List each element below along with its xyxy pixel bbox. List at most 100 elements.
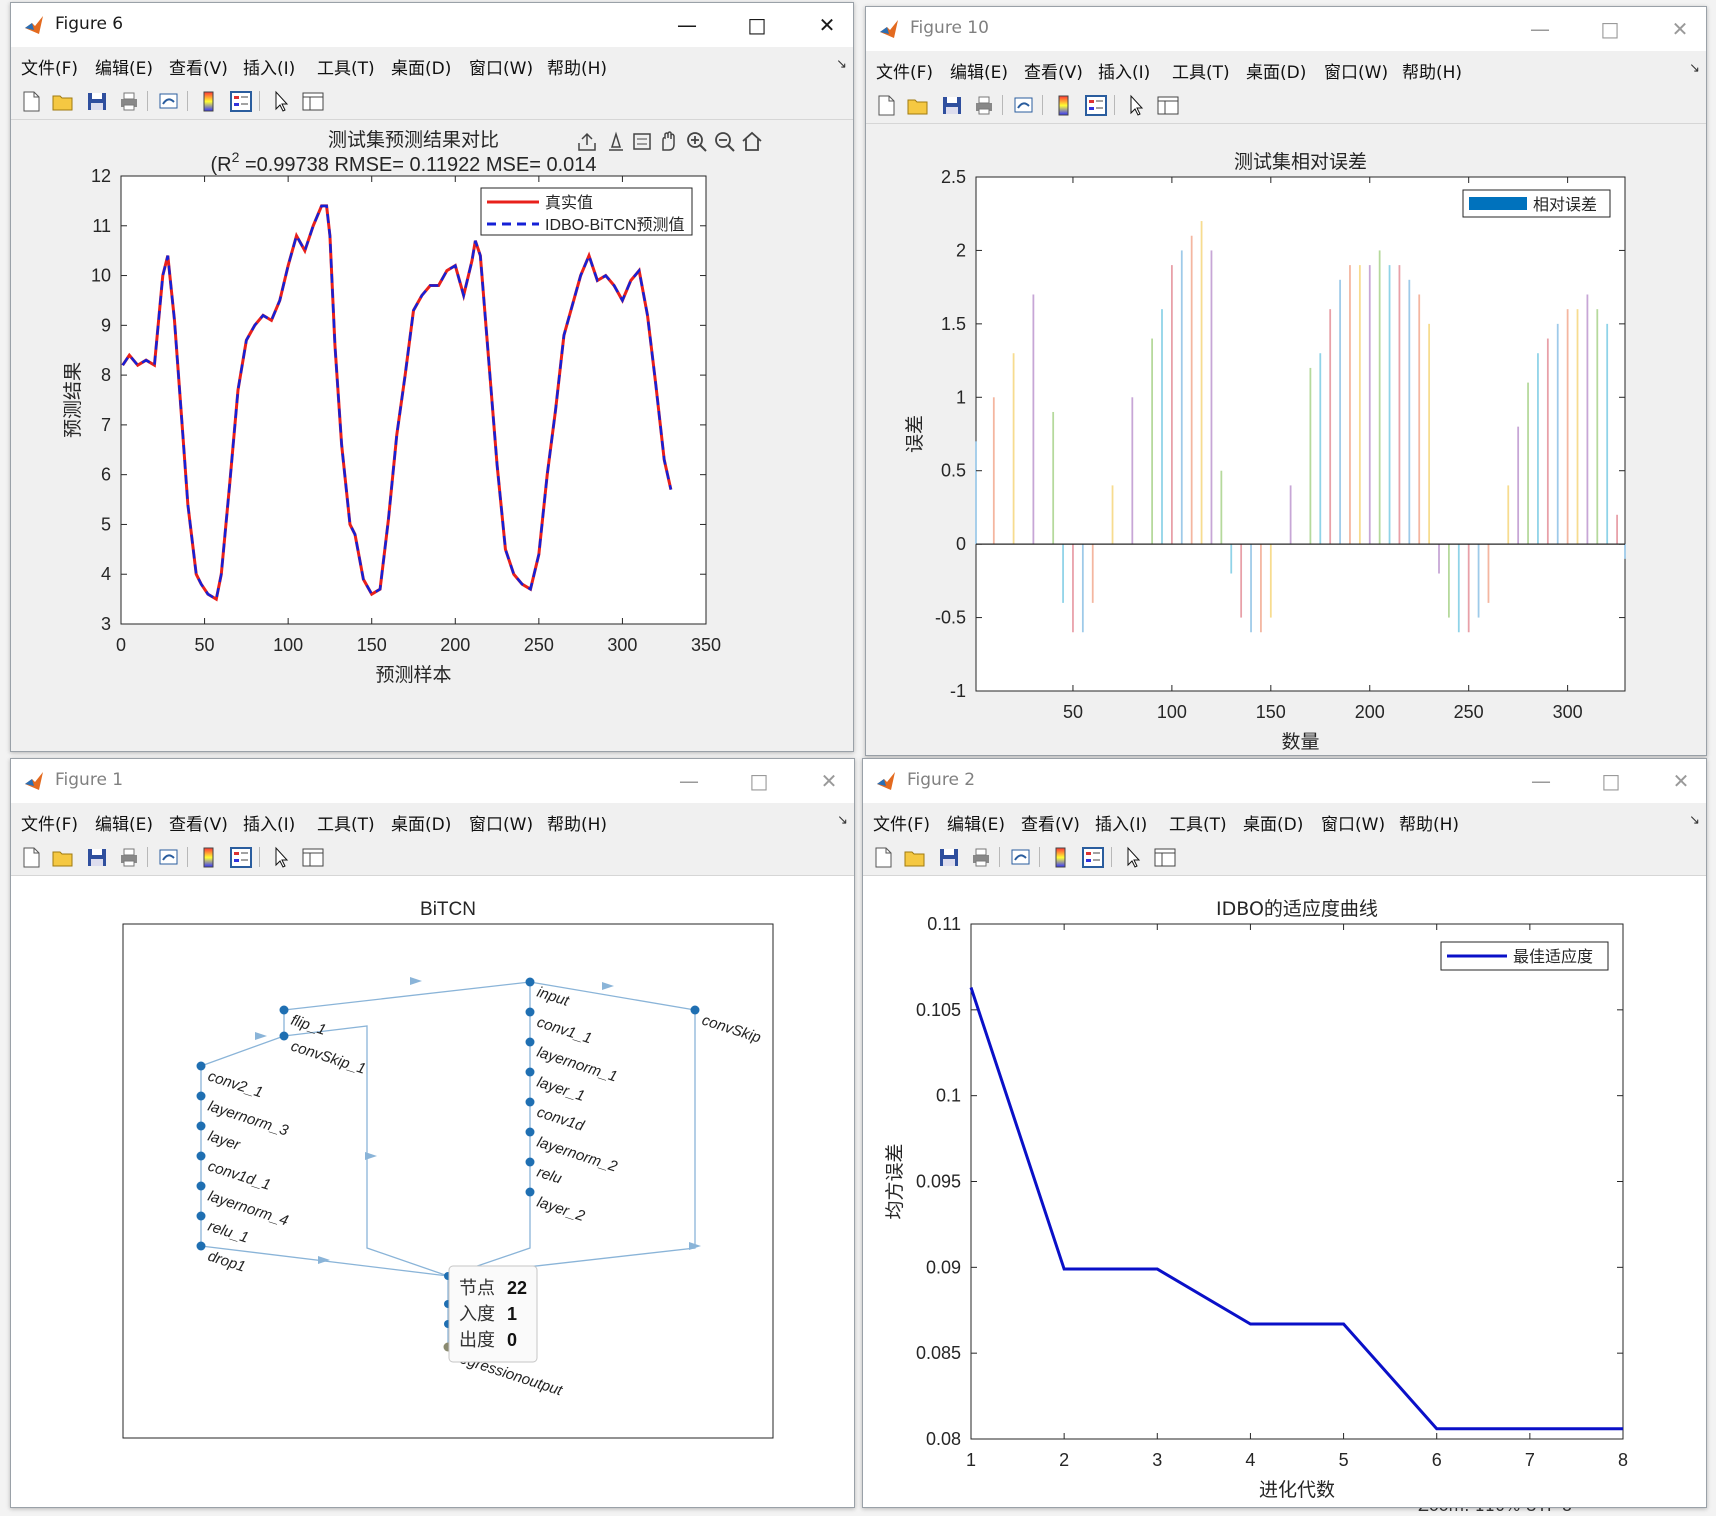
print-icon[interactable]	[117, 90, 141, 112]
graph-node[interactable]	[525, 1127, 535, 1137]
colorbar-icon[interactable]	[1052, 94, 1076, 116]
title-bar[interactable]: Figure 2 — □ ✕	[863, 759, 1706, 803]
plot-area[interactable]	[970, 923, 1624, 1440]
print-icon[interactable]	[117, 846, 141, 868]
menu-item[interactable]: 桌面(D)	[391, 815, 452, 835]
maximize-button[interactable]: □	[747, 13, 767, 37]
plot-area[interactable]	[120, 175, 707, 625]
plot-area[interactable]	[975, 176, 1626, 692]
minimize-button[interactable]: —	[1530, 17, 1550, 41]
graph-node[interactable]	[279, 1031, 289, 1041]
figure-6-window[interactable]: Figure 6 — □ ✕ 文件(F) 编辑(E) 查看(V) 插入(I) 工具(T)…	[10, 2, 854, 752]
legend-icon[interactable]	[1081, 846, 1105, 868]
print-icon[interactable]	[969, 846, 993, 868]
zoom-in-icon[interactable]	[687, 132, 707, 152]
menu-item[interactable]: 窗口(W)	[1321, 815, 1386, 835]
pointer-icon[interactable]	[269, 846, 293, 868]
pointer-icon[interactable]	[269, 90, 293, 112]
save-icon[interactable]	[940, 94, 964, 116]
graph-node[interactable]	[525, 977, 535, 987]
menu-item[interactable]: 查看(V)	[169, 815, 228, 835]
menu-item[interactable]: 编辑(E)	[95, 59, 154, 79]
graph-node[interactable]	[525, 1187, 535, 1197]
menu-item[interactable]: 工具(T)	[1169, 815, 1227, 835]
link-plot-icon[interactable]	[157, 90, 181, 112]
figure-10-window[interactable]: Figure 10 — □ ✕ 文件(F) 编辑(E) 查看(V) 插入(I) 工具(T…	[865, 6, 1707, 756]
link-plot-icon[interactable]	[1012, 94, 1036, 116]
menu-item[interactable]: 文件(F)	[876, 63, 934, 83]
dock-arrow-icon[interactable]: ↘	[836, 57, 847, 72]
new-file-icon[interactable]	[19, 90, 43, 112]
graph-node[interactable]	[196, 1211, 206, 1221]
maximize-button[interactable]: □	[749, 769, 769, 793]
menu-item[interactable]: 查看(V)	[1024, 63, 1083, 83]
menu-item[interactable]: 窗口(W)	[1324, 63, 1389, 83]
graph-node[interactable]	[196, 1181, 206, 1191]
colorbar-icon[interactable]	[197, 90, 221, 112]
menu-item[interactable]: 插入(I)	[1095, 815, 1148, 835]
menu-item[interactable]: 窗口(W)	[469, 815, 534, 835]
home-icon[interactable]	[742, 131, 762, 151]
data-tips-icon[interactable]	[633, 133, 651, 150]
legend-icon[interactable]	[1084, 94, 1108, 116]
pointer-icon[interactable]	[1121, 846, 1145, 868]
graph-node[interactable]	[196, 1091, 206, 1101]
minimize-button[interactable]: —	[1531, 769, 1551, 793]
menu-item[interactable]: 编辑(E)	[947, 815, 1006, 835]
open-folder-icon[interactable]	[906, 94, 930, 116]
close-button[interactable]: ✕	[1671, 17, 1689, 41]
menu-item[interactable]: 帮助(H)	[547, 59, 608, 79]
menu-item[interactable]: 编辑(E)	[950, 63, 1009, 83]
open-folder-icon[interactable]	[903, 846, 927, 868]
new-file-icon[interactable]	[19, 846, 43, 868]
new-file-icon[interactable]	[874, 94, 898, 116]
menu-item[interactable]: 帮助(H)	[1399, 815, 1460, 835]
open-folder-icon[interactable]	[51, 90, 75, 112]
maximize-button[interactable]: □	[1600, 17, 1620, 41]
menu-item[interactable]: 插入(I)	[243, 815, 296, 835]
close-button[interactable]: ✕	[820, 769, 838, 793]
menu-item[interactable]: 帮助(H)	[1402, 63, 1463, 83]
graph-node[interactable]	[690, 1005, 700, 1015]
export-icon[interactable]	[578, 132, 596, 151]
pan-icon[interactable]	[662, 131, 675, 151]
menu-item[interactable]: 查看(V)	[169, 59, 228, 79]
minimize-button[interactable]: —	[677, 13, 697, 37]
menu-item[interactable]: 文件(F)	[873, 815, 931, 835]
graph-area[interactable]	[122, 923, 774, 1439]
link-plot-icon[interactable]	[157, 846, 181, 868]
figure-2-window[interactable]: Figure 2 — □ ✕ 文件(F) 编辑(E) 查看(V) 插入(I) 工具(T)…	[862, 758, 1707, 1508]
new-file-icon[interactable]	[871, 846, 895, 868]
menu-item[interactable]: 桌面(D)	[1243, 815, 1304, 835]
menu-item[interactable]: 工具(T)	[1172, 63, 1230, 83]
save-icon[interactable]	[85, 90, 109, 112]
menu-item[interactable]: 工具(T)	[317, 59, 375, 79]
colorbar-icon[interactable]	[197, 846, 221, 868]
graph-node[interactable]	[525, 1097, 535, 1107]
line-chart[interactable]: 0 50 100 150 200 250 300 350 3 4 5 6 7 8 9 10 11 12 测试集预测结…	[11, 120, 853, 750]
graph-node[interactable]	[525, 1037, 535, 1047]
title-bar[interactable]: Figure 6 — □ ✕	[11, 3, 853, 47]
menu-item[interactable]: 窗口(W)	[469, 59, 534, 79]
menu-item[interactable]: 查看(V)	[1021, 815, 1080, 835]
menu-item[interactable]: 文件(F)	[21, 59, 79, 79]
save-icon[interactable]	[937, 846, 961, 868]
graph-node[interactable]	[525, 1067, 535, 1077]
title-bar[interactable]: Figure 10 — □ ✕	[866, 7, 1706, 51]
menu-item[interactable]: 工具(T)	[317, 815, 375, 835]
property-editor-icon[interactable]	[301, 90, 325, 112]
property-editor-icon[interactable]	[301, 846, 325, 868]
menu-item[interactable]: 桌面(D)	[391, 59, 452, 79]
graph-node[interactable]	[525, 1157, 535, 1167]
menu-item[interactable]: 文件(F)	[21, 815, 79, 835]
network-graph[interactable]: BiTCNinputconv1_1layernorm_1layer_1conv1…	[11, 876, 854, 1506]
property-editor-icon[interactable]	[1156, 94, 1180, 116]
dock-arrow-icon[interactable]: ↘	[1689, 61, 1700, 76]
legend-box[interactable]	[480, 187, 693, 236]
colorbar-icon[interactable]	[1049, 846, 1073, 868]
graph-node[interactable]	[196, 1061, 206, 1071]
graph-node[interactable]	[525, 1007, 535, 1017]
menu-item[interactable]: 插入(I)	[1098, 63, 1151, 83]
dock-arrow-icon[interactable]: ↘	[1689, 813, 1700, 828]
link-plot-icon[interactable]	[1009, 846, 1033, 868]
